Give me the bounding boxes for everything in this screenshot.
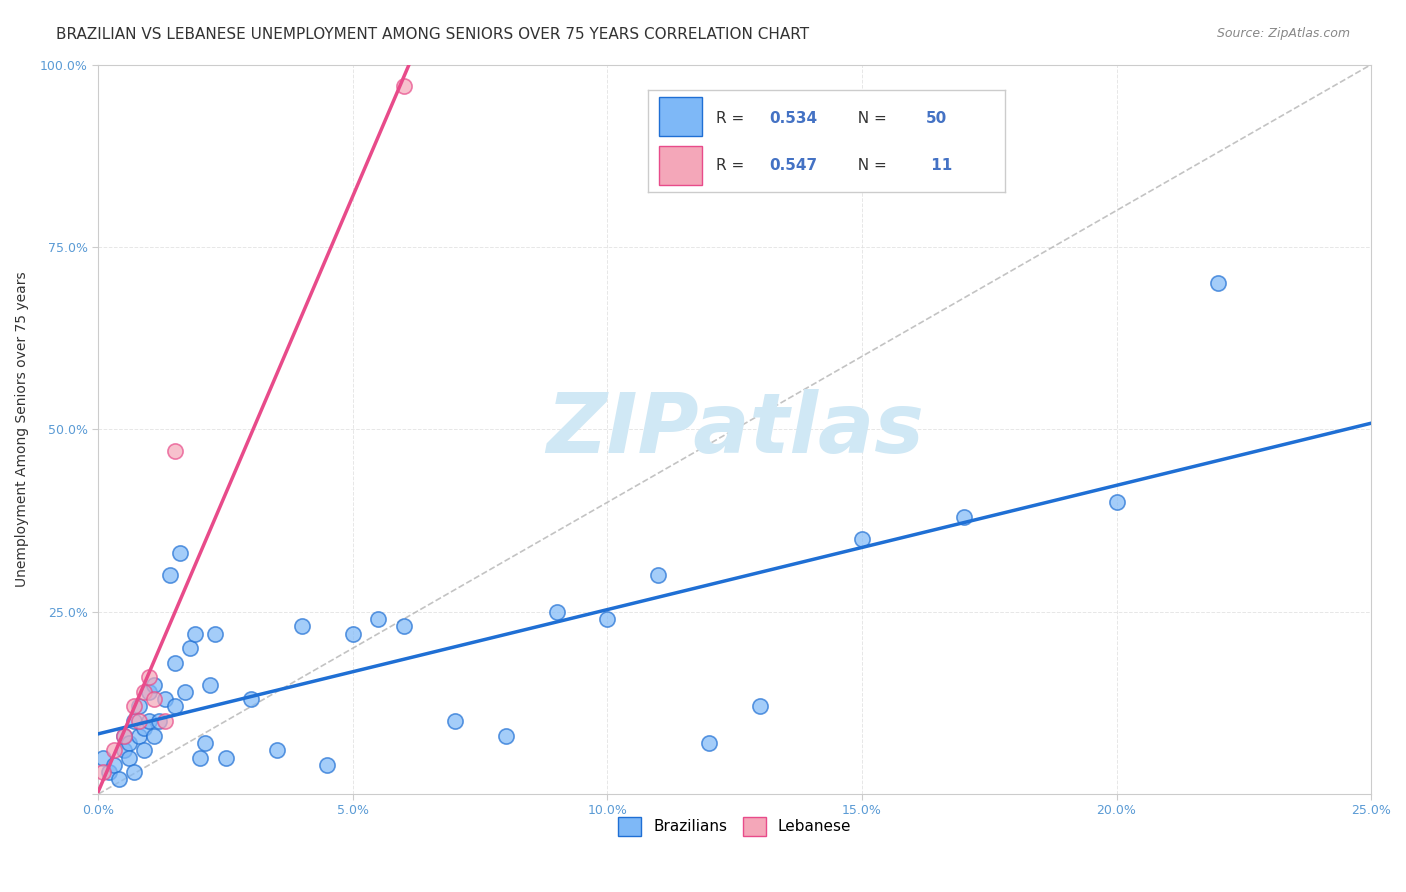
Point <box>1208 277 1230 291</box>
Point <box>148 714 170 728</box>
Point <box>134 685 156 699</box>
Text: Source: ZipAtlas.com: Source: ZipAtlas.com <box>1216 27 1350 40</box>
Point <box>138 685 160 699</box>
Point <box>93 750 115 764</box>
Point <box>194 736 217 750</box>
Point <box>392 619 415 633</box>
Text: ZIPatlas: ZIPatlas <box>546 389 924 470</box>
Point <box>159 568 181 582</box>
Point <box>546 605 568 619</box>
Point <box>316 757 339 772</box>
Point <box>163 444 186 458</box>
Point <box>291 619 314 633</box>
Point <box>143 677 166 691</box>
Y-axis label: Unemployment Among Seniors over 75 years: Unemployment Among Seniors over 75 years <box>15 271 30 587</box>
Point <box>266 743 288 757</box>
Point <box>93 765 115 780</box>
Point <box>952 509 974 524</box>
Point <box>342 626 364 640</box>
Point <box>128 714 150 728</box>
Point <box>138 670 160 684</box>
Point <box>163 699 186 714</box>
Point <box>122 765 145 780</box>
Point <box>163 656 186 670</box>
Point <box>367 612 389 626</box>
Point <box>143 692 166 706</box>
Point <box>392 79 415 94</box>
Point <box>851 532 873 546</box>
Point <box>596 612 619 626</box>
Point <box>174 685 197 699</box>
Point <box>179 641 201 656</box>
Point <box>97 765 120 780</box>
Point <box>122 714 145 728</box>
Point <box>122 699 145 714</box>
Point <box>647 568 669 582</box>
Point <box>169 546 191 560</box>
Point <box>1105 495 1128 509</box>
Point <box>200 677 222 691</box>
Point <box>153 692 176 706</box>
Point <box>443 714 465 728</box>
Point <box>118 750 141 764</box>
Point <box>112 729 135 743</box>
Point <box>188 750 211 764</box>
Point <box>128 729 150 743</box>
Legend: Brazilians, Lebanese: Brazilians, Lebanese <box>609 808 860 845</box>
Point <box>134 743 156 757</box>
Point <box>495 729 517 743</box>
Point <box>240 692 263 706</box>
Point <box>184 626 207 640</box>
Point <box>112 743 135 757</box>
Point <box>143 729 166 743</box>
Point <box>138 714 160 728</box>
Text: BRAZILIAN VS LEBANESE UNEMPLOYMENT AMONG SENIORS OVER 75 YEARS CORRELATION CHART: BRAZILIAN VS LEBANESE UNEMPLOYMENT AMONG… <box>56 27 810 42</box>
Point <box>128 699 150 714</box>
Point <box>204 626 226 640</box>
Point <box>103 757 125 772</box>
Point <box>697 736 720 750</box>
Point <box>134 722 156 736</box>
Point <box>153 714 176 728</box>
Point <box>215 750 238 764</box>
Point <box>107 772 129 787</box>
Point <box>118 736 141 750</box>
Point <box>749 699 772 714</box>
Point <box>112 729 135 743</box>
Point <box>103 743 125 757</box>
